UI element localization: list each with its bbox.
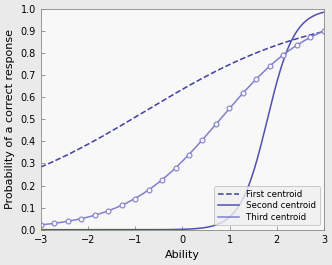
Second centroid <box>89 228 93 231</box>
Second centroid <box>228 215 232 218</box>
Line: Third centroid: Third centroid <box>41 31 324 225</box>
First centroid <box>167 96 171 99</box>
Third centroid <box>206 132 210 135</box>
Third centroid <box>228 106 232 109</box>
Second centroid <box>252 168 256 171</box>
Third centroid <box>322 29 326 33</box>
First centroid <box>322 30 326 33</box>
Second centroid <box>112 228 116 231</box>
X-axis label: Ability: Ability <box>165 250 200 260</box>
Second centroid <box>206 226 210 229</box>
Line: First centroid: First centroid <box>41 32 324 167</box>
Line: Second centroid: Second centroid <box>41 12 324 230</box>
First centroid <box>206 74 210 77</box>
Third centroid <box>39 223 42 227</box>
First centroid <box>112 128 116 131</box>
Third centroid <box>89 215 93 218</box>
Second centroid <box>322 11 326 14</box>
First centroid <box>89 141 93 144</box>
First centroid <box>228 63 232 66</box>
First centroid <box>39 165 42 169</box>
Second centroid <box>39 228 42 231</box>
Third centroid <box>167 172 171 175</box>
Third centroid <box>112 207 116 210</box>
Third centroid <box>252 80 256 83</box>
Legend: First centroid, Second centroid, Third centroid: First centroid, Second centroid, Third c… <box>214 186 320 226</box>
Y-axis label: Probability of a correct response: Probability of a correct response <box>5 29 15 209</box>
First centroid <box>252 52 256 55</box>
Second centroid <box>167 228 171 231</box>
